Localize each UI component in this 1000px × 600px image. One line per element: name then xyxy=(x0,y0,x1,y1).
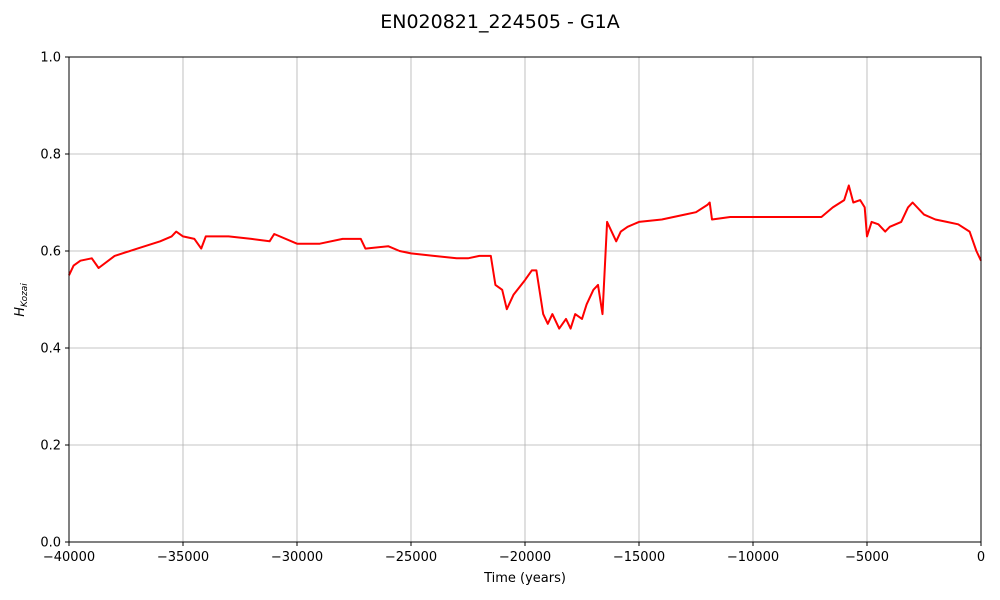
y-axis: 0.0 0.2 0.4 0.6 0.8 1.0 xyxy=(40,51,69,551)
x-tick-label: −40000 xyxy=(43,550,95,565)
x-tick-label: −5000 xyxy=(845,550,889,565)
x-tick-label: 0 xyxy=(977,550,985,565)
y-tick-label: 0.2 xyxy=(40,439,61,454)
y-tick-label: 0.4 xyxy=(40,342,61,357)
series-line xyxy=(68,184,982,330)
x-axis: −40000 −35000 −30000 −25000 −20000 −15000 −100… xyxy=(43,542,985,565)
y-tick-label: 0.8 xyxy=(40,148,61,163)
x-tick-label: −30000 xyxy=(271,550,323,565)
y-tick-label: 0.6 xyxy=(40,245,61,260)
y-axis-label: HKozai xyxy=(13,283,30,317)
x-tick-label: −25000 xyxy=(385,550,437,565)
x-axis-label: Time (years) xyxy=(483,571,566,586)
grid xyxy=(68,56,982,543)
chart-title: EN020821_224505 - G1A xyxy=(380,11,620,33)
plot-area xyxy=(68,184,982,330)
x-tick-label: −10000 xyxy=(727,550,779,565)
y-tick-label: 0.0 xyxy=(40,536,61,551)
x-tick-label: −15000 xyxy=(613,550,665,565)
y-axis-label-main: H xyxy=(13,307,28,317)
x-tick-label: −35000 xyxy=(157,550,209,565)
x-tick-label: −20000 xyxy=(499,550,551,565)
y-axis-label-sub: Kozai xyxy=(20,283,30,307)
y-tick-label: 1.0 xyxy=(40,51,61,66)
